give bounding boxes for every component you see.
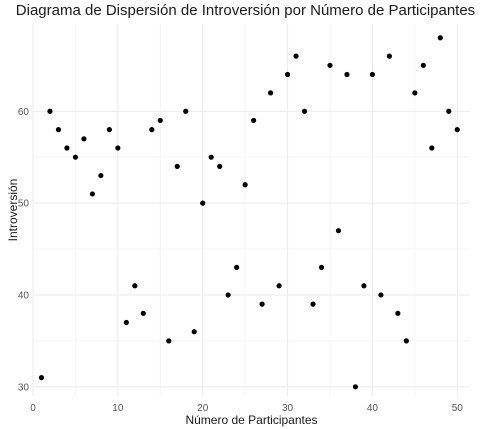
x-tick-label: 20	[197, 403, 209, 414]
data-point	[208, 154, 214, 160]
data-point	[386, 53, 392, 59]
data-point	[225, 292, 231, 298]
x-tick-label: 30	[282, 403, 294, 414]
data-point	[276, 283, 282, 289]
chart-title: Diagrama de Dispersión de Introversión p…	[15, 2, 476, 19]
data-point	[259, 301, 265, 307]
data-point	[47, 108, 53, 114]
data-point	[242, 182, 248, 188]
data-point	[98, 172, 104, 179]
data-point	[327, 62, 333, 68]
data-point	[437, 35, 443, 41]
x-tick-label: 10	[112, 403, 124, 414]
data-point	[234, 264, 240, 271]
data-point	[132, 283, 138, 289]
x-tick-label: 40	[367, 403, 379, 414]
data-point	[200, 200, 206, 206]
data-point	[446, 108, 452, 114]
data-point	[251, 117, 257, 124]
y-axis-title: Introversión	[6, 179, 20, 242]
data-point	[217, 163, 223, 169]
data-point	[140, 310, 146, 316]
data-points	[38, 35, 460, 390]
data-point	[344, 71, 350, 78]
data-point	[369, 71, 376, 78]
y-tick-label: 50	[18, 199, 30, 210]
tick-labels: 0 10 20 30 40 50 30 40 50 60	[18, 107, 463, 414]
data-point	[55, 127, 62, 133]
data-point	[420, 62, 426, 68]
data-point	[267, 90, 274, 96]
data-point	[38, 375, 45, 381]
data-point	[318, 264, 325, 271]
data-point	[284, 71, 291, 78]
data-point	[64, 145, 70, 151]
data-point	[191, 329, 197, 335]
x-axis-title: Número de Participantes	[185, 413, 317, 427]
data-point	[395, 310, 401, 316]
data-point	[81, 136, 87, 142]
data-point	[89, 191, 95, 197]
data-point	[166, 338, 172, 344]
data-point	[174, 163, 180, 169]
data-point	[72, 154, 79, 160]
y-tick-label: 40	[18, 290, 30, 301]
data-point	[301, 108, 308, 114]
data-point	[352, 384, 359, 390]
x-tick-label: 50	[452, 403, 464, 414]
data-point	[403, 338, 409, 344]
data-point	[412, 90, 418, 96]
data-point	[378, 292, 384, 298]
x-tick-label: 0	[30, 403, 36, 414]
data-point	[293, 53, 299, 59]
data-point	[335, 228, 342, 234]
data-point	[157, 117, 163, 124]
data-point	[429, 145, 435, 151]
data-point	[310, 301, 316, 307]
grid	[32, 24, 470, 396]
data-point	[454, 127, 460, 133]
data-point	[149, 127, 155, 133]
y-tick-label: 60	[18, 107, 30, 118]
data-point	[183, 108, 189, 114]
data-point	[115, 145, 121, 151]
data-point	[106, 127, 112, 133]
y-tick-label: 30	[18, 382, 30, 393]
data-point	[123, 319, 129, 326]
data-point	[361, 283, 367, 289]
